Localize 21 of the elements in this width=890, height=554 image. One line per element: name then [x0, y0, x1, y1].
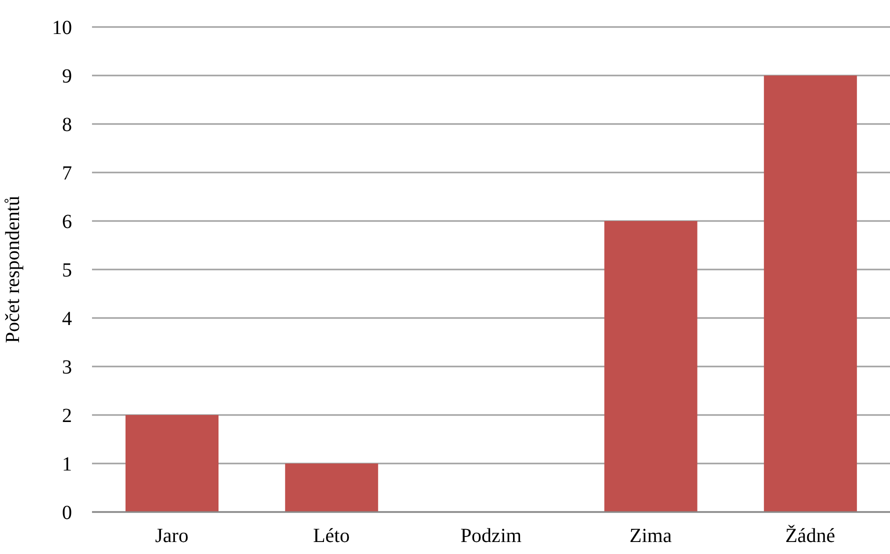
x-tick-label: Jaro	[155, 525, 188, 548]
y-tick-label: 1	[62, 454, 72, 476]
y-tick-label: 4	[62, 308, 72, 330]
bar	[764, 76, 857, 512]
y-tick-label: 9	[62, 66, 72, 88]
y-tick-label: 7	[62, 162, 72, 185]
y-tick-label: 3	[62, 356, 72, 379]
bar	[126, 415, 219, 512]
y-tick-label: 5	[62, 260, 72, 282]
x-tick-label: Žádné	[785, 524, 836, 548]
y-tick-label: 10	[52, 17, 72, 40]
y-axis-title: Počet respondentů	[2, 196, 24, 344]
x-tick-label: Zima	[629, 525, 672, 548]
y-tick-label: 8	[62, 114, 72, 136]
y-tick-label: 2	[62, 405, 72, 428]
x-tick-label: Léto	[313, 525, 350, 548]
bar	[604, 221, 698, 512]
y-tick-label: 6	[62, 211, 72, 234]
y-tick-label: 0	[62, 502, 72, 524]
bar	[285, 464, 378, 512]
x-tick-label: Podzim	[460, 525, 522, 548]
